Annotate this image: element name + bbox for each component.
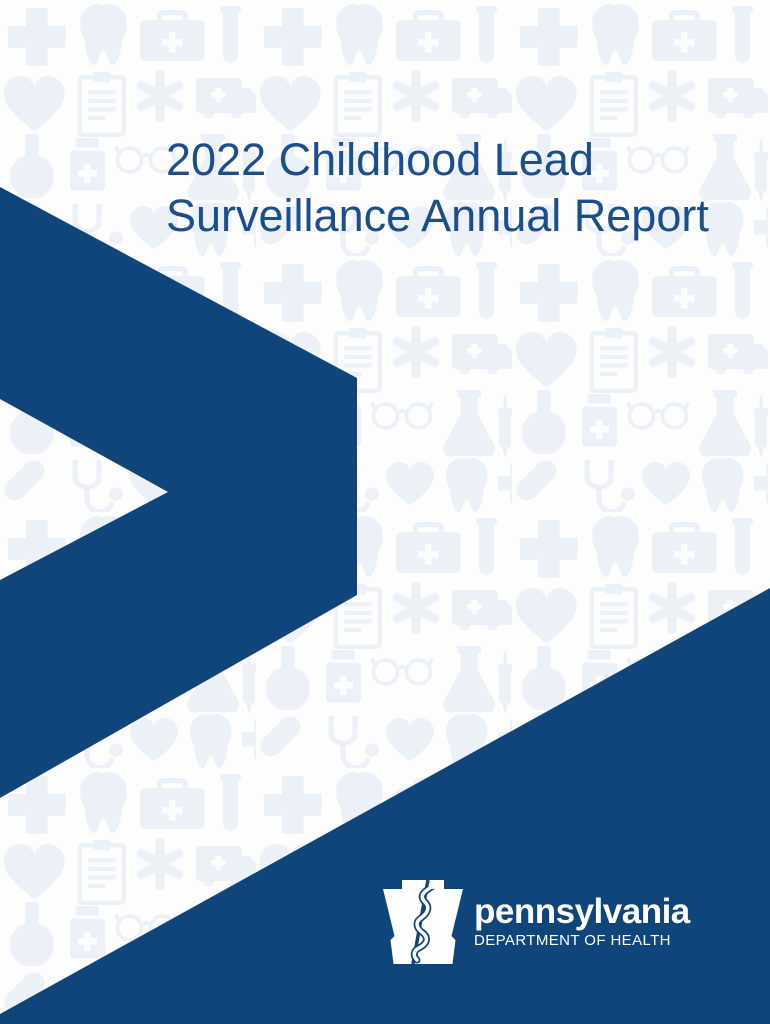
page-title: 2022 Childhood Lead Surveillance Annual …	[166, 132, 709, 244]
pa-doh-logo: pennsylvania DEPARTMENT OF HEALTH	[383, 880, 690, 964]
logo-department-text: DEPARTMENT OF HEALTH	[474, 932, 671, 949]
bottom-triangle-shape	[0, 588, 770, 1024]
keystone-rod-of-asclepius-icon	[383, 880, 463, 964]
serpent-body	[412, 884, 435, 962]
title-line-2: Surveillance Annual Report	[166, 190, 709, 241]
chevron-shape	[0, 187, 357, 798]
title-line-1: 2022 Childhood Lead	[166, 134, 594, 185]
logo-brand-text: pennsylvania	[474, 892, 690, 931]
logo-wordmark: pennsylvania DEPARTMENT OF HEALTH	[474, 880, 690, 948]
keystone-shape	[383, 880, 463, 964]
serpent-head	[428, 882, 438, 889]
